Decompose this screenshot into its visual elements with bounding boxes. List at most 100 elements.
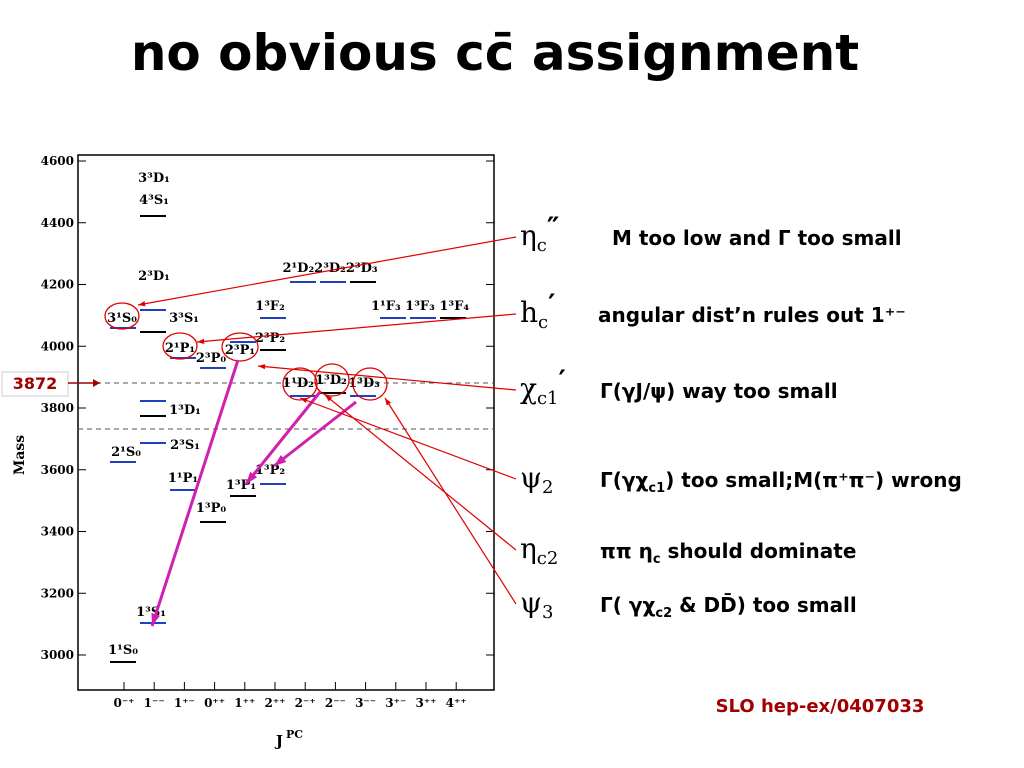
x-tick-label: 3⁻⁻ [355,696,376,710]
annotation-symbol: ηc″ [520,211,559,256]
level-label: 2¹D₂2³D₂2³D₃ [282,261,377,276]
transition-arrow-head [274,454,287,466]
level-label: 2³P₀ [196,351,227,366]
diagram-layer: 4600 4400 4200 4000 3800 3600 3400 3200 3000 0⁻⁺ 1… [41,154,962,710]
symbol: h [520,296,538,329]
explanation-sub: c2 [655,606,672,621]
x-axis-label-sup: PC [286,728,303,741]
highlight-ellipse [162,332,198,360]
explanation-sub: c1 [648,481,665,496]
y-tick-label: 3600 [41,463,74,477]
y-tick-label: 4400 [41,216,74,230]
highlight-ellipse [314,363,350,397]
highlight-ellipse [104,302,140,330]
explanation: Γ(γJ/ψ) way too small [600,379,838,403]
symbol: η [520,532,537,565]
symbol-sub: c [538,312,548,333]
pointer-arrow-head [138,301,146,307]
pointer-arrow-head [197,338,205,344]
plot-frame [77,154,495,691]
annotation-symbol: hc′ [520,288,556,333]
symbol-sub: 3 [542,602,553,623]
symbol-mark: ″ [547,211,560,244]
level-label: 1¹F₃ 1³F₃ 1³F₄ [371,299,469,314]
x-tick-label: 0⁺⁺ [204,696,225,710]
y-tick-label: 3200 [41,586,74,600]
x-axis-label: J [274,732,283,750]
explanation: Γ(γχ [600,468,649,492]
x-tick-label: 0⁻⁺ [113,696,134,710]
level-label: 2³S₁ [170,438,200,453]
annotation-symbol: ψ3 [520,586,553,623]
x-tick-label: 2⁻⁺ [295,696,316,710]
annotation-symbol: ηc2 [520,532,558,569]
symbol: ψ [520,586,542,619]
annotation-text: Γ(γχc1) too small;M(π⁺π⁻) wrong [600,468,962,496]
level-label: 4³S₁ [139,193,169,208]
pointer-arrow-head [385,398,392,406]
highlight-ellipse [221,332,259,362]
transition-arrow-head [246,471,258,484]
x-tick-label: 2⁺⁺ [264,696,285,710]
transition-arrow [244,391,322,485]
pointer-arrow-head [300,398,308,403]
level-label: 2¹P₁ [165,341,195,356]
symbol: ψ [520,461,542,494]
y-axis-label: Mass [12,435,28,475]
symbol-mark: ′ [559,364,566,397]
symbol-sub: c1 [537,388,559,409]
level-label: 2¹S₀ [111,445,141,460]
level-label: 1³P₂ [255,463,285,478]
level-label: 3¹S₀ [107,311,137,326]
pointer-arrow [384,397,517,605]
y-tick-label: 3800 [41,401,74,415]
y-tick-label: 4000 [41,339,74,353]
x-tick-label: 3⁺⁻ [385,696,406,710]
level-label: 1³D₂ [315,373,347,388]
explanation: & DD̄) too small [672,593,857,617]
level-label: 1³D₁ [169,403,201,418]
annotation-text: Γ( γχc2 & DD̄) too small [600,593,857,621]
explanation-sub: c [653,552,661,567]
level-label: 1³S₁ [136,605,166,620]
level-label: 2³P₂ [255,331,285,346]
annotation-text: ππ ηc should dominate [600,539,856,567]
explanation: Γ( γχ [600,593,655,617]
annotation-symbol: ψ2 [520,461,553,498]
x-tick-label: 4⁺⁺ [446,696,467,710]
level-label: 3³D₁ [138,171,170,186]
level-label: 1³F₂ [255,299,285,314]
y-tick-label: 3400 [41,525,74,539]
pointer-arrow [299,397,517,480]
level-label: 1³D₃ [348,376,380,391]
transition-arrow-head [151,613,160,626]
y-tick-label: 4600 [41,154,74,168]
x-tick-label: 3⁺⁺ [415,696,436,710]
highlight-ellipse [282,367,318,401]
transition-arrow [150,359,240,627]
marker-arrowhead [93,379,100,387]
pointer-arrow [196,313,517,343]
symbol-sub: 2 [542,477,553,498]
annotation-text: Γ(γJ/ψ) way too small [600,379,838,403]
symbol: η [520,219,537,252]
x-tick-label: 1⁺⁺ [234,696,255,710]
x-tick-label: 1⁺⁻ [174,696,195,710]
pointer-arrow [257,365,517,391]
annotation-text: angular dist’n rules out 1⁺⁻ [598,303,906,327]
level-label: 1¹S₀ [108,643,138,658]
y-tick-label: 4200 [41,278,74,292]
explanation: ) too small;M(π⁺π⁻) wrong [665,468,962,492]
annotation-symbol: χc1′ [520,364,566,409]
level-label: 2³D₁ [138,269,170,284]
explanation: M too low and Γ too small [612,226,902,250]
citation: SLO hep-ex/0407033 [716,696,925,717]
transition-arrow [273,400,357,468]
pointer-arrow [324,394,517,551]
level-label: 1¹P₁ [168,471,198,486]
level-label: 2³P₁ [225,343,255,358]
symbol-sub: c2 [537,548,559,569]
x-tick-label: 2⁻⁻ [325,696,346,710]
y-tick-label: 3000 [41,648,74,662]
